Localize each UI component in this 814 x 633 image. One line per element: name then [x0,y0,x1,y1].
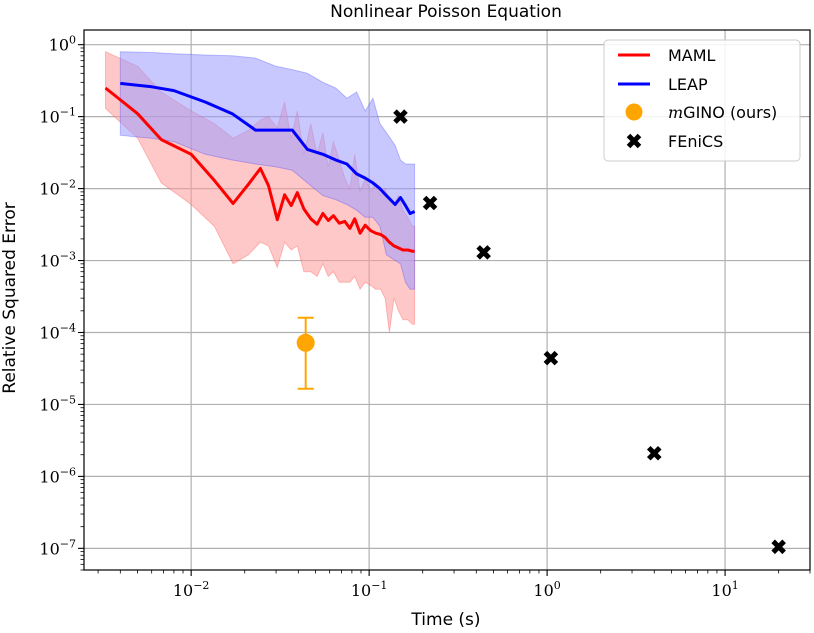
leap-line [120,81,416,215]
y-tick-label-4: 10−3 [39,250,76,271]
legend-leap-label: LEAP [668,75,708,94]
legend-fenics-swatch [626,133,642,149]
legend-box [603,39,801,162]
plot-content [104,50,786,555]
fenics-point-0 [393,109,408,124]
fenics-point-3 [543,350,559,366]
y-axis-label: Relative Squared Error [0,202,20,393]
y-tick-label-5: 10−2 [39,178,76,199]
fenics-point-2 [476,245,491,260]
maml-line [104,86,415,253]
y-tick-label-7: 100 [49,34,76,55]
legend-fenics-label: FEniCS [668,132,723,151]
chart-title: Nonlinear Poisson Equation [330,2,562,22]
y-tick-label-3: 10−4 [39,321,76,342]
y-tick-label-1: 10−6 [39,465,76,486]
leap-band [119,51,416,290]
x-tick-label-3: 101 [711,579,738,600]
x-tick-label-1: 10−1 [351,579,388,600]
fenics-point-1 [422,195,438,211]
y-tick-label-0: 10−7 [39,537,76,558]
mgino-point [296,333,315,352]
y-tick-label-2: 10−5 [39,393,76,414]
x-tick-label-0: 10−2 [173,579,210,600]
y-tick-label-6: 10−1 [39,106,76,127]
fenics-point-4 [646,445,662,461]
x-axis-label: Time (s) [410,610,480,630]
axes-frame [83,29,811,571]
plot-area: 10−2 10−1 100 101 10−7 10−6 10−5 10−4 10−3 10−2 10… [39,29,811,600]
fenics-point-5 [771,539,786,555]
x-tick-label-2: 100 [533,579,560,600]
legend-mgino-swatch [625,103,643,121]
legend-maml-label: MAML [668,46,716,65]
legend-mgino-label: mGINO (ours) [668,103,777,122]
legend: MAML LEAP mGINO (ours) FEniCS [603,39,801,162]
